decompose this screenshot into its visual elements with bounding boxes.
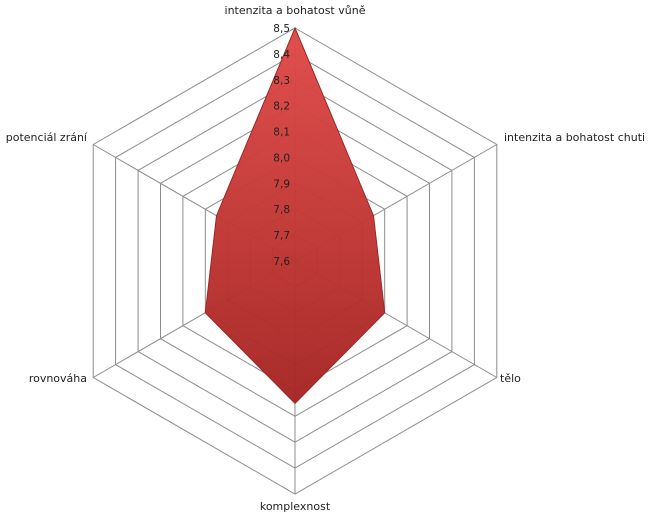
tick-label: 7,7	[273, 230, 290, 242]
tick-label: 8,2	[273, 101, 290, 113]
axis-label: komplexnost	[260, 500, 331, 513]
axis-labels: intenzita a bohatost vůně intenzita a boh…	[6, 4, 645, 513]
tick-label: 7,8	[273, 204, 290, 216]
axis-label: potenciál zrání	[6, 131, 88, 144]
tick-label: 8,0	[273, 152, 290, 164]
axis-label: intenzita a bohatost vůně	[225, 4, 366, 17]
series-layer	[204, 26, 386, 405]
tick-labels: 7,6 7,7 7,8 7,9 8,0 8,1 8,2 8,3 8,4 8,5	[273, 23, 290, 268]
tick-label: 7,6	[273, 256, 290, 268]
axis-label: intenzita a bohatost chuti	[504, 131, 645, 144]
axis-label: tělo	[500, 372, 521, 385]
tick-label: 8,3	[273, 75, 290, 87]
series-area	[204, 26, 386, 405]
axis-label: rovnováha	[29, 372, 87, 385]
tick-label: 8,1	[273, 127, 290, 139]
tick-label: 8,5	[273, 23, 290, 35]
tick-label: 7,9	[273, 178, 290, 190]
tick-label: 8,4	[273, 49, 290, 61]
